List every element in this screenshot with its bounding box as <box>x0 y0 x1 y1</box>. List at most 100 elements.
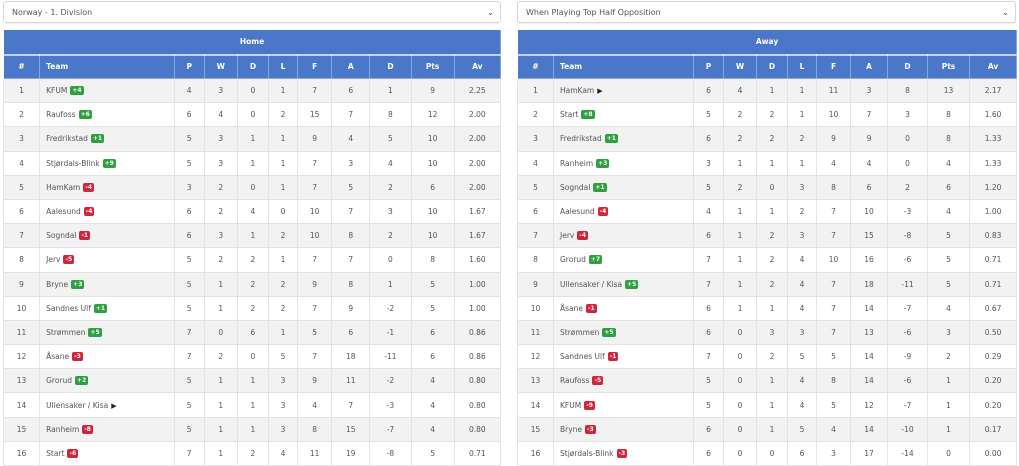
team-cell: Start -6 <box>39 440 175 466</box>
col-points[interactable]: Pts <box>927 54 970 79</box>
table-row[interactable]: 6 Aalesund -4 4 1 1 2 7 10 -3 4 1.00 <box>517 198 1018 225</box>
team-name[interactable]: Stjørdals-Blink <box>560 448 614 458</box>
drawn: 1 <box>756 416 788 442</box>
team-name[interactable]: Stjørdals-Blink <box>46 158 100 168</box>
team-name[interactable]: Ranheim <box>560 158 594 168</box>
col-against[interactable]: A <box>331 54 371 79</box>
table-row[interactable]: 13 Grorud +2 5 1 1 3 9 11 -2 4 0.80 <box>2 368 502 394</box>
goal-diff: 0 <box>887 126 928 152</box>
table-row[interactable]: 13 Raufoss -5 5 0 1 4 8 14 -6 1 0.20 <box>517 368 1018 394</box>
col-played[interactable]: P <box>173 54 205 79</box>
goals-against: 9 <box>850 126 888 152</box>
team-name[interactable]: Aalesund <box>46 207 81 217</box>
average: 2.00 <box>453 126 502 152</box>
table-row[interactable]: 1 HamKam ▶ 6 4 1 1 11 3 8 13 2.17 <box>517 77 1018 104</box>
team-name[interactable]: Sandnes Ulf <box>560 352 605 362</box>
team-name[interactable]: Raufoss <box>560 376 590 386</box>
table-row[interactable]: 11 Strømmen +5 6 0 3 3 7 13 -6 3 0.50 <box>517 319 1018 346</box>
table-row[interactable]: 5 Sogndal +1 5 2 0 3 8 6 2 6 1.20 <box>517 174 1018 200</box>
table-row[interactable]: 10 Åsane -1 6 1 1 4 7 14 -7 4 0.67 <box>517 295 1018 321</box>
team-name[interactable]: Bryne <box>46 279 69 289</box>
col-average[interactable]: Av <box>453 54 502 79</box>
team-name[interactable]: Ranheim <box>46 424 80 434</box>
col-lost[interactable]: L <box>787 54 817 79</box>
goal-diff: -3 <box>887 198 928 225</box>
team-name[interactable]: KFUM <box>46 86 68 96</box>
table-row[interactable]: 14 KFUM -9 5 0 1 4 5 12 -7 1 0.20 <box>517 392 1018 418</box>
col-goal-diff[interactable]: D <box>887 54 928 79</box>
team-name[interactable]: Start <box>560 110 579 120</box>
team-name[interactable]: Sogndal <box>46 231 77 241</box>
table-row[interactable]: 2 Start +8 5 2 2 1 10 7 3 8 1.60 <box>517 102 1018 128</box>
col-against[interactable]: A <box>850 54 888 79</box>
team-name[interactable]: KFUM <box>560 400 582 410</box>
table-row[interactable]: 6 Aalesund -4 6 2 4 0 10 7 3 10 1.67 <box>2 198 502 225</box>
col-for[interactable]: F <box>816 54 851 79</box>
team-name[interactable]: Sandnes Ulf <box>46 303 91 313</box>
col-team[interactable]: Team <box>39 54 175 79</box>
col-goal-diff[interactable]: D <box>369 54 412 79</box>
table-row[interactable]: 8 Jerv -5 5 2 2 1 7 7 0 8 1.60 <box>2 247 502 273</box>
team-name[interactable]: Strømmen <box>560 327 600 337</box>
league-select[interactable]: Norway - 1. Division ⌄ <box>3 1 501 23</box>
team-name[interactable]: Grorud <box>46 376 73 386</box>
table-row[interactable]: 16 Start -6 7 1 2 4 11 19 -8 5 0.71 <box>2 440 502 466</box>
team-name[interactable]: Jerv <box>46 255 61 265</box>
table-row[interactable]: 11 Strømmen +5 7 0 6 1 5 6 -1 6 0.86 <box>2 319 502 346</box>
table-row[interactable]: 9 Bryne +3 5 1 2 2 9 8 1 5 1.00 <box>2 271 502 297</box>
table-row[interactable]: 1 KFUM +4 4 3 0 1 7 6 1 9 2.25 <box>2 77 502 104</box>
play-arrow-icon: ▶ <box>597 87 603 96</box>
table-row[interactable]: 15 Bryne -3 6 0 1 5 4 14 -10 1 0.17 <box>517 416 1018 442</box>
col-drawn[interactable]: D <box>236 54 269 79</box>
col-won[interactable]: W <box>723 54 757 79</box>
table-row[interactable]: 2 Raufoss +6 6 4 0 2 15 7 8 12 2.00 <box>2 102 502 128</box>
position: 3 <box>517 126 554 152</box>
team-name[interactable]: Ullensaker / Kisa <box>46 400 109 410</box>
team-name[interactable]: Jerv <box>560 231 575 241</box>
table-row[interactable]: 12 Åsane -3 7 2 0 5 7 18 -11 6 0.86 <box>2 344 502 370</box>
table-row[interactable]: 15 Ranheim -8 5 1 1 3 8 15 -7 4 0.80 <box>2 416 502 442</box>
table-row[interactable]: 12 Sandnes Ulf -1 7 0 2 5 5 14 -9 2 0.29 <box>517 344 1018 370</box>
team-name[interactable]: Fredrikstad <box>46 134 88 144</box>
table-row[interactable]: 7 Sogndal -1 6 3 1 2 10 8 2 10 1.67 <box>2 223 502 249</box>
table-row[interactable]: 9 Ullensaker / Kisa +5 7 1 2 4 7 18 -11 5 0.71 <box>517 271 1018 297</box>
team-name[interactable]: Grorud <box>560 255 586 265</box>
position-up-badge: +1 <box>604 134 618 144</box>
table-row[interactable]: 16 Stjørdals-Blink -3 6 0 0 6 3 17 -14 0 0.00 <box>517 440 1018 466</box>
col-played[interactable]: P <box>693 54 724 79</box>
team-name[interactable]: HamKam <box>560 86 595 96</box>
table-row[interactable]: 10 Sandnes Ulf +1 5 1 2 2 7 9 -2 5 1.00 <box>2 295 502 321</box>
opposition-filter-select[interactable]: When Playing Top Half Opposition ⌄ <box>517 1 1016 23</box>
team-name[interactable]: Strømmen <box>46 327 86 337</box>
table-row[interactable]: 7 Jerv -4 6 1 2 3 7 15 -8 5 0.83 <box>517 223 1018 249</box>
team-name[interactable]: Aalesund <box>560 207 595 217</box>
team-name[interactable]: HamKam <box>46 182 81 192</box>
table-row[interactable]: 4 Ranheim +3 3 1 1 1 4 4 0 4 1.33 <box>517 150 1018 176</box>
average: 1.60 <box>453 247 502 273</box>
table-row[interactable]: 4 Stjørdals-Blink +9 5 3 1 1 7 3 4 10 2.00 <box>2 150 502 176</box>
col-for[interactable]: F <box>297 54 333 79</box>
team-name[interactable]: Start <box>46 448 65 458</box>
team-name[interactable]: Ullensaker / Kisa <box>560 279 623 289</box>
col-average[interactable]: Av <box>968 54 1018 79</box>
col-pos[interactable]: # <box>2 54 41 79</box>
goal-diff: 8 <box>369 102 412 128</box>
team-name[interactable]: Bryne <box>560 424 583 434</box>
col-team[interactable]: Team <box>553 54 694 79</box>
table-row[interactable]: 14 Ullensaker / Kisa ▶ 5 1 1 3 4 7 -3 4 0.80 <box>2 392 502 418</box>
team-name[interactable]: Åsane <box>46 352 70 362</box>
col-points[interactable]: Pts <box>410 54 455 79</box>
col-won[interactable]: W <box>203 54 238 79</box>
table-row[interactable]: 3 Fredrikstad +1 5 3 1 1 9 4 5 10 2.00 <box>2 126 502 152</box>
table-row[interactable]: 8 Grorud +7 7 1 2 4 10 16 -6 5 0.71 <box>517 247 1018 273</box>
table-row[interactable]: 5 HamKam -4 3 2 0 1 7 5 2 6 2.00 <box>2 174 502 200</box>
team-name[interactable]: Raufoss <box>46 110 76 120</box>
team-name[interactable]: Åsane <box>560 303 584 313</box>
col-lost[interactable]: L <box>267 54 299 79</box>
lost: 4 <box>787 247 817 273</box>
team-name[interactable]: Sogndal <box>560 182 591 192</box>
team-name[interactable]: Fredrikstad <box>560 134 602 144</box>
table-row[interactable]: 3 Fredrikstad +1 6 2 2 2 9 9 0 8 1.33 <box>517 126 1018 152</box>
col-drawn[interactable]: D <box>756 54 788 79</box>
col-pos[interactable]: # <box>517 54 554 79</box>
